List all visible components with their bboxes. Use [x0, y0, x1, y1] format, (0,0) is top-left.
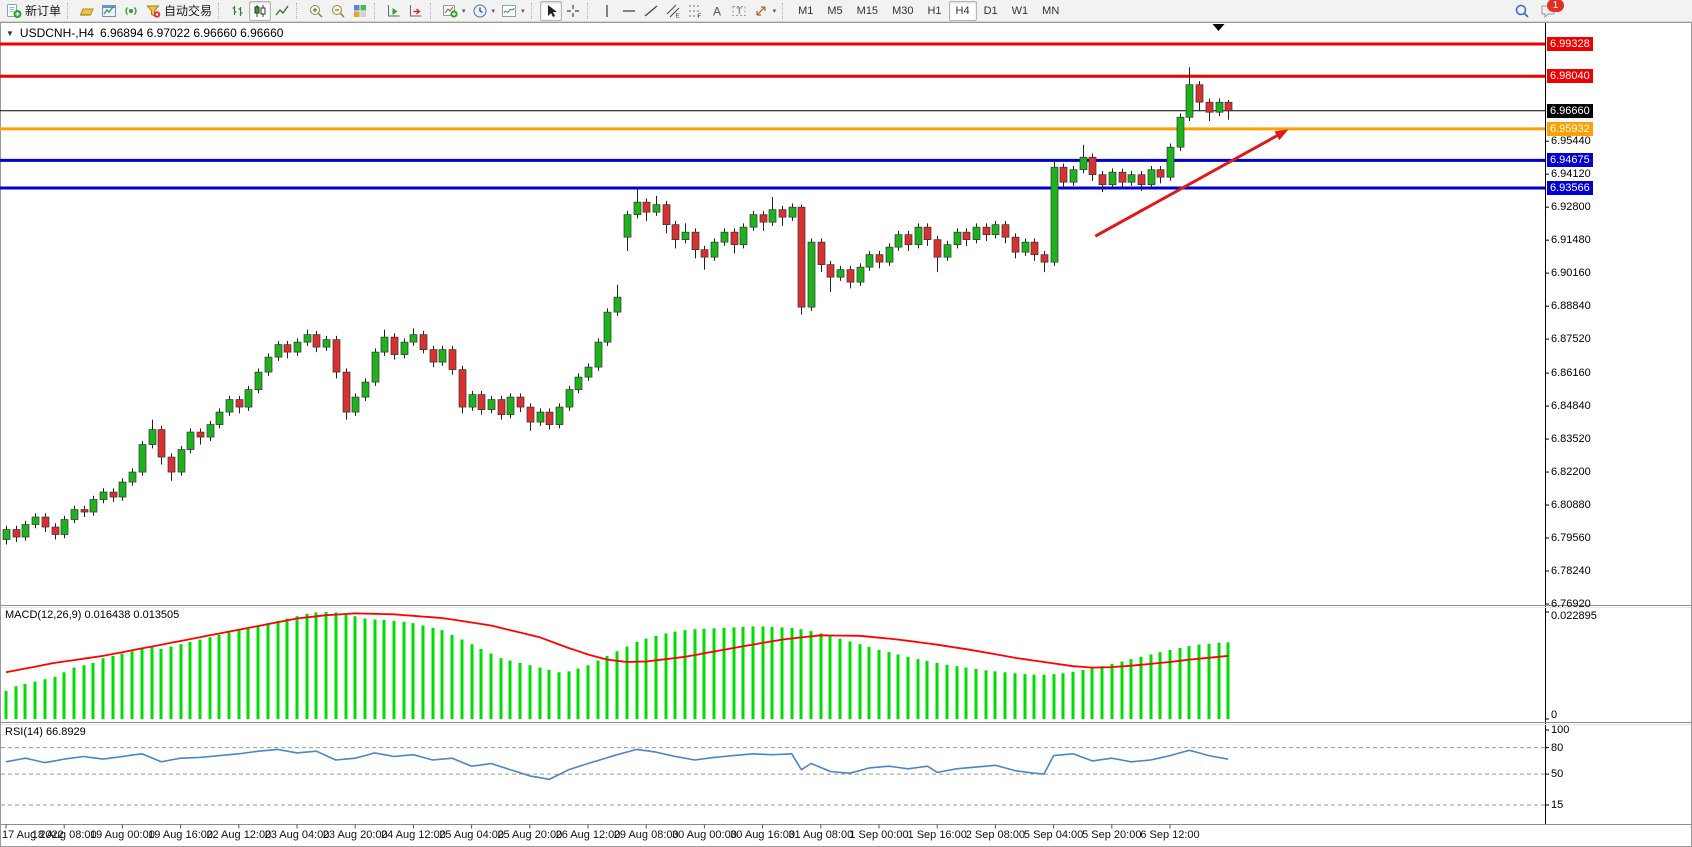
search-icon	[1515, 4, 1529, 18]
fibonacci-button[interactable]: F	[684, 1, 706, 21]
trendline-icon	[644, 5, 657, 16]
candles-view-button[interactable]	[249, 0, 272, 21]
candlestick-icon	[254, 4, 266, 17]
signal-icon	[125, 6, 137, 15]
search-button[interactable]	[1511, 1, 1533, 21]
autotrading-label: 自动交易	[164, 4, 213, 18]
candlestick-series	[2, 67, 1233, 545]
zoom-in-icon	[310, 4, 323, 18]
chevron-down-icon: ▾	[521, 7, 525, 15]
line-view-button[interactable]	[271, 1, 293, 21]
macd-histogram	[4, 611, 1230, 719]
cursor-button[interactable]	[539, 0, 562, 21]
zoom-out-button[interactable]	[327, 1, 349, 21]
clock-icon	[473, 4, 487, 17]
new-order-label: 新订单	[25, 4, 62, 18]
chevron-down-icon: ▾	[491, 7, 496, 15]
tile-windows-icon	[354, 4, 367, 17]
trend-arrow-line[interactable]	[1094, 134, 1278, 238]
arrows-tool-button[interactable]: ▾	[750, 1, 780, 21]
timeframe-m5[interactable]: M5	[827, 4, 843, 17]
fibonacci-icon: F	[688, 5, 701, 19]
signals-button[interactable]	[120, 1, 142, 21]
autotrading-icon	[146, 5, 161, 18]
crosshair-button[interactable]	[562, 1, 584, 21]
chevron-down-icon: ▾	[462, 7, 466, 15]
indicators-button[interactable]: ▾	[439, 1, 469, 21]
channel-button[interactable]: E	[662, 1, 684, 21]
toolbar-separator	[430, 2, 436, 19]
toolbar-separator	[67, 2, 73, 19]
svg-text:E: E	[675, 13, 679, 19]
profiles-button[interactable]	[76, 1, 98, 21]
new-order-button[interactable]: 新订单	[3, 1, 64, 21]
profiles-icon	[79, 8, 94, 15]
horizontal-line-button[interactable]	[618, 1, 640, 21]
horizontal-line-icon	[622, 9, 635, 12]
crosshair-icon	[566, 4, 579, 17]
bar-chart-icon	[232, 5, 243, 16]
chevron-down-icon: ▾	[772, 7, 777, 15]
timeframe-mn[interactable]: MN	[1042, 4, 1060, 17]
new-order-icon	[7, 3, 22, 18]
autoscroll-button[interactable]	[383, 1, 405, 21]
toolbar-separator	[374, 2, 380, 19]
svg-text:A: A	[713, 4, 721, 18]
timeframe-m15[interactable]: M15	[856, 4, 879, 17]
cursor-icon	[547, 4, 557, 17]
charts-button[interactable]	[98, 1, 120, 21]
timeframe-d1[interactable]: D1	[983, 4, 998, 17]
timeframe-h1[interactable]: H1	[927, 4, 942, 17]
svg-text:F: F	[697, 14, 701, 19]
bars-view-button[interactable]	[227, 1, 249, 21]
text-icon: A	[713, 4, 721, 18]
chart-shift-icon	[410, 4, 422, 16]
toolbar-separator	[782, 2, 788, 19]
trend-arrow-head	[1274, 129, 1289, 141]
rsi-line	[5, 748, 1229, 781]
zoom-in-button[interactable]	[305, 1, 327, 21]
text-tool-button[interactable]: A	[706, 1, 728, 21]
indicators-icon	[443, 4, 458, 18]
templates-button[interactable]: ▾	[498, 1, 528, 21]
line-chart-icon	[275, 5, 289, 15]
toolbar-separator	[530, 2, 537, 19]
timeframe-m30[interactable]: M30	[892, 4, 914, 17]
label-tool-button[interactable]: T	[728, 1, 750, 21]
tile-windows-button[interactable]	[349, 1, 371, 21]
toolbar: 新订单 自动交易	[0, 0, 1692, 22]
toolbar-separator	[586, 2, 593, 19]
timeframe-m1[interactable]: M1	[798, 4, 814, 17]
timeframe-h4[interactable]: H4	[948, 0, 977, 21]
zoom-out-icon	[332, 4, 345, 18]
chart-window-icon	[102, 4, 117, 17]
vertical-line-button[interactable]	[596, 1, 618, 21]
template-icon	[502, 4, 517, 17]
toolbar-separator	[218, 2, 224, 19]
notification-badge: 1	[1547, 0, 1564, 12]
autotrading-button[interactable]: 自动交易	[142, 1, 215, 21]
macd-signal-line	[5, 612, 1229, 674]
timeframe-w1[interactable]: W1	[1011, 4, 1029, 17]
chart-shift-button[interactable]	[405, 1, 427, 21]
text-label-icon: T	[732, 5, 746, 16]
community-button[interactable]: 1	[1537, 0, 1564, 21]
autoscroll-icon	[388, 4, 400, 16]
toolbar-separator	[296, 2, 302, 19]
arrows-icon	[755, 5, 766, 16]
equidistant-channel-icon: E	[666, 4, 679, 19]
vertical-line-icon	[605, 4, 608, 17]
periods-button[interactable]: ▾	[469, 1, 499, 21]
svg-text:T: T	[736, 6, 742, 16]
trendline-button[interactable]	[640, 1, 662, 21]
chart-shift-marker	[1212, 24, 1225, 31]
